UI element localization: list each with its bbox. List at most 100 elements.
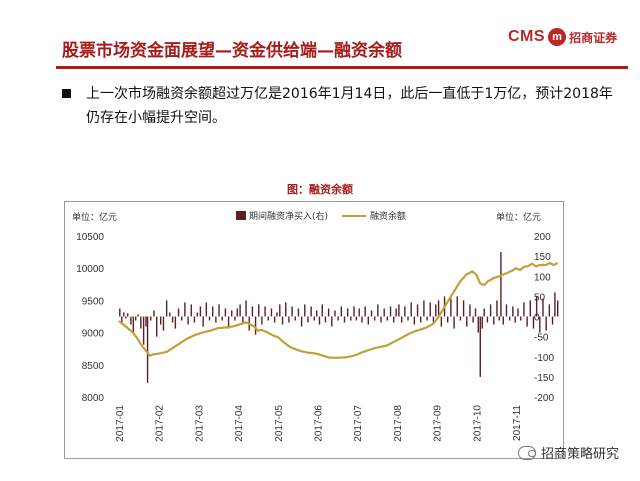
net-buy-bar	[215, 316, 217, 323]
net-buy-bar	[261, 316, 263, 325]
net-buy-bar	[426, 316, 428, 321]
left-axis-tick-label: 10000	[76, 264, 104, 275]
net-buy-bar	[456, 296, 458, 317]
net-buy-bar	[423, 300, 425, 317]
net-buy-bar	[398, 304, 400, 317]
net-buy-bar	[462, 300, 465, 317]
net-buy-bar	[221, 316, 223, 321]
net-buy-bar	[523, 302, 525, 317]
right-axis-tick-label: -100	[534, 353, 554, 364]
left-axis-tick-label: 10500	[76, 232, 104, 243]
net-buy-bar	[420, 316, 422, 323]
net-buy-bar	[291, 306, 293, 317]
net-buy-bar	[273, 316, 276, 323]
net-buy-bar	[231, 310, 233, 317]
right-axis-tick-label: -150	[534, 373, 554, 384]
x-axis-tick-label: 2017-01	[115, 405, 126, 442]
net-buy-bar	[437, 300, 440, 317]
net-buy-bar	[251, 306, 254, 317]
net-buy-bar	[121, 316, 123, 323]
net-buy-bar	[318, 316, 321, 325]
net-buy-bar	[310, 306, 312, 317]
net-buy-bar	[539, 316, 541, 333]
chart-frame	[64, 201, 564, 459]
net-buy-bar	[171, 316, 174, 323]
left-axis-tick-label: 9000	[82, 329, 105, 340]
net-buy-bar	[224, 308, 227, 317]
net-buy-bar	[407, 316, 409, 321]
net-buy-bar	[556, 300, 559, 317]
net-buy-bar	[279, 304, 281, 317]
net-buy-bar	[479, 316, 481, 377]
net-buy-bar	[276, 312, 278, 317]
right-axis-tick-label: 0	[534, 313, 540, 324]
net-buy-bar	[404, 306, 406, 317]
chart-title: 图：融资余额	[287, 183, 353, 196]
net-buy-bar	[285, 302, 287, 317]
net-buy-bar	[450, 298, 452, 317]
net-buy-bar	[177, 308, 180, 317]
x-axis-tick-label: 2017-10	[472, 405, 483, 442]
net-buy-bar	[159, 316, 162, 325]
net-buy-bar	[234, 316, 236, 321]
net-buy-bar	[496, 300, 498, 317]
net-buy-bar	[358, 308, 360, 317]
net-buy-bar	[145, 316, 147, 327]
legend-line-swatch	[342, 214, 367, 217]
net-buy-bar	[205, 302, 208, 317]
net-buy-bar	[156, 316, 158, 337]
net-buy-bar	[393, 316, 395, 323]
right-axis-tick-label: -50	[534, 333, 549, 344]
x-axis-tick-label: 2017-07	[353, 405, 364, 442]
net-buy-bar	[288, 316, 290, 323]
net-buy-bar	[542, 298, 544, 317]
right-axis-tick-label: 200	[534, 232, 551, 243]
left-axis-tick-label: 9500	[82, 296, 105, 307]
x-axis-tick-label: 2017-08	[393, 405, 404, 442]
right-axis-tick-label: 100	[534, 272, 551, 283]
net-buy-bar	[526, 316, 528, 327]
net-buy-bar	[258, 304, 260, 317]
net-buy-bar	[505, 304, 508, 317]
net-buy-bar	[545, 316, 547, 331]
net-buy-bar	[202, 316, 204, 327]
net-buy-bar	[386, 316, 389, 321]
right-axis-tick-label: -200	[534, 393, 554, 404]
net-buy-bar	[337, 316, 339, 321]
logo-cn-text: 招商证券	[569, 30, 618, 45]
net-buy-bar	[132, 316, 134, 333]
net-buy-bar	[466, 316, 468, 327]
net-buy-bar	[199, 306, 202, 317]
net-buy-bar	[218, 304, 220, 317]
net-buy-bar	[153, 310, 155, 317]
net-buy-bar	[493, 316, 495, 325]
net-buy-bar	[529, 300, 531, 317]
net-buy-bar	[307, 316, 309, 323]
net-buy-bar	[297, 308, 300, 317]
net-buy-bar	[137, 314, 139, 317]
legend-line-label: 融资余额	[370, 212, 407, 222]
bullet-text: 上一次市场融资余额超过万亿是2016年1月14日，此后一直低于1万亿，预计201…	[86, 86, 613, 126]
net-buy-bar	[440, 316, 443, 327]
net-buy-bar	[532, 316, 535, 329]
net-buy-bar	[512, 306, 514, 317]
net-buy-bar	[169, 312, 171, 317]
footer-source: 招商策略研究	[541, 447, 620, 462]
net-buy-bar	[125, 316, 127, 319]
logo-text: CMS	[508, 28, 546, 45]
net-buy-bar	[300, 316, 303, 327]
bullet-square-icon	[62, 89, 71, 98]
net-buy-bar	[380, 316, 382, 323]
net-buy-bar	[236, 308, 239, 317]
net-buy-bar	[142, 316, 145, 345]
page-title: 股票市场资金面展望—资金供给端—融资余额	[62, 41, 402, 61]
net-buy-bar	[435, 304, 437, 317]
net-buy-bar	[181, 316, 183, 321]
net-buy-bar	[353, 306, 355, 317]
net-buy-bar	[364, 306, 366, 317]
net-buy-bar	[343, 316, 346, 323]
net-buy-bar	[502, 316, 504, 325]
net-buy-bar	[429, 302, 431, 317]
net-buy-bar	[190, 304, 192, 317]
